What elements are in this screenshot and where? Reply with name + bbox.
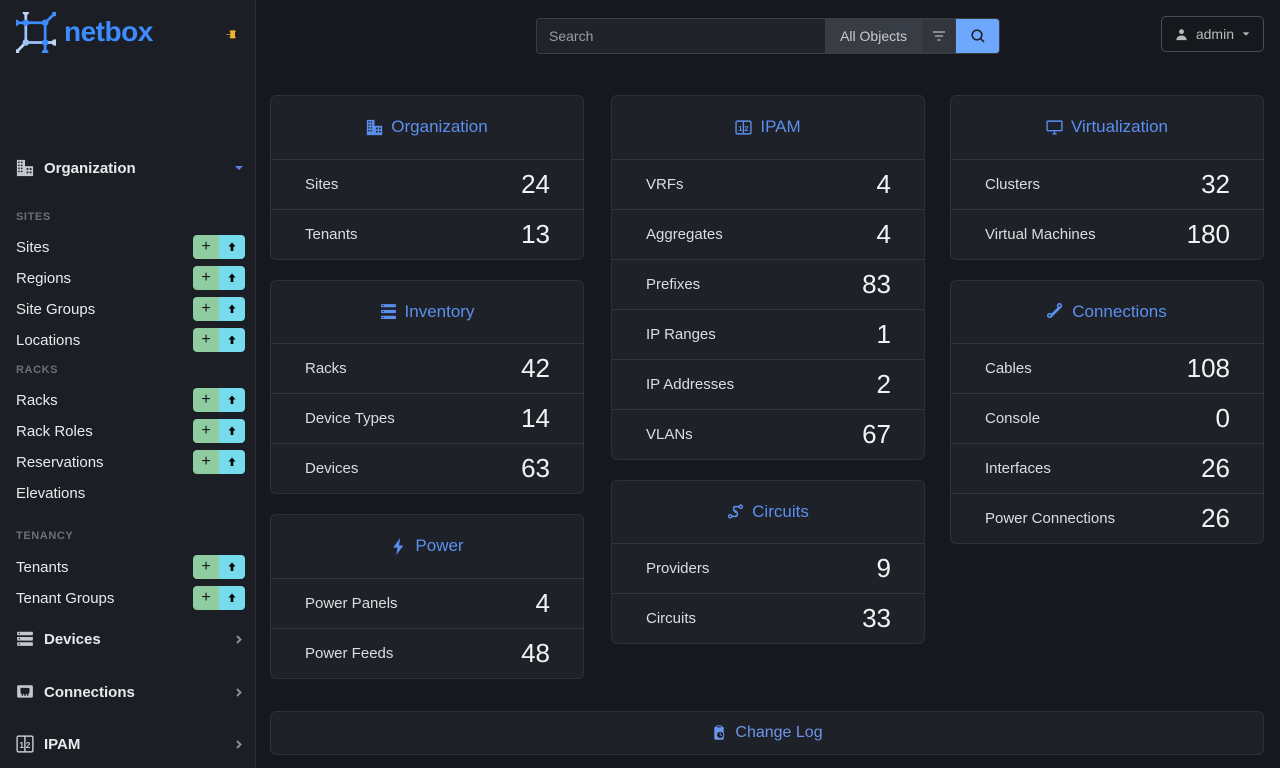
svg-text:1: 1 (19, 740, 24, 750)
svg-text:2: 2 (26, 740, 31, 750)
svg-text:2: 2 (745, 124, 749, 133)
svg-text:1: 1 (739, 124, 744, 133)
